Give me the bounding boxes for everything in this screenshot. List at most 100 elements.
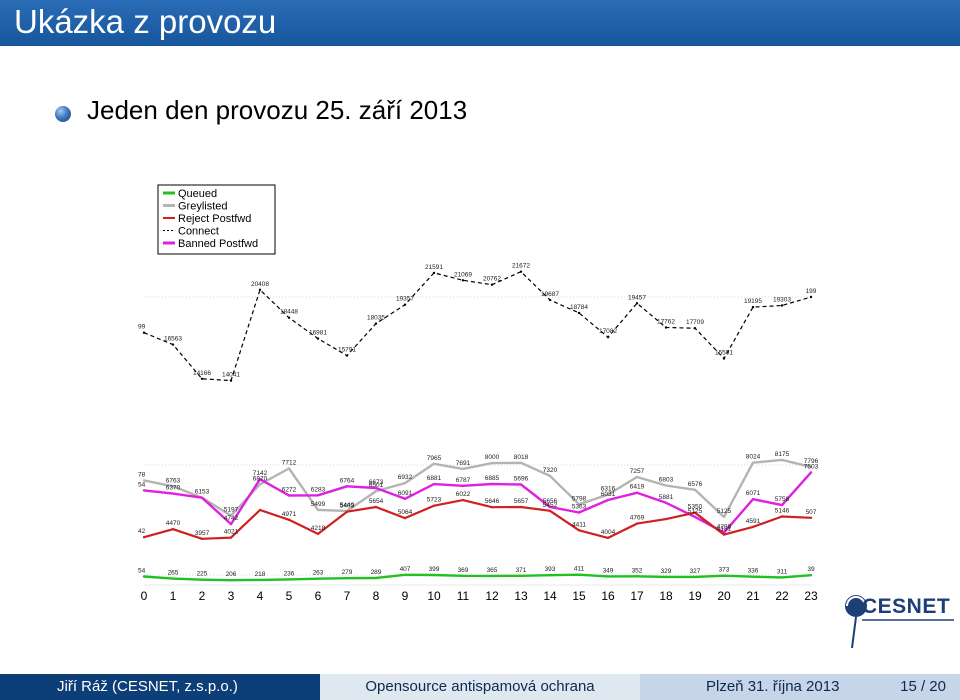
data-label-greylisted: 5798 bbox=[572, 495, 587, 502]
x-tick-label: 19 bbox=[688, 589, 702, 603]
data-point-queued bbox=[780, 576, 784, 579]
data-point-reject-postfwd bbox=[229, 536, 233, 539]
data-label-greylisted: 6803 bbox=[659, 477, 674, 484]
data-label-reject-postfwd: 5654 bbox=[369, 498, 384, 505]
data-label-reject-postfwd: 5723 bbox=[427, 497, 442, 504]
data-label-queued: 393 bbox=[545, 566, 556, 573]
data-point-queued bbox=[519, 574, 523, 577]
data-label-connect: 14041 bbox=[222, 372, 240, 379]
data-point-greylisted bbox=[229, 514, 233, 517]
data-label-greylisted: 7796 bbox=[804, 458, 819, 465]
data-label-reject-postfwd: 4591 bbox=[746, 518, 761, 525]
data-point-banned-postfwd bbox=[287, 494, 291, 497]
data-label-greylisted: 5499 bbox=[311, 501, 326, 508]
data-point-reject-postfwd bbox=[519, 505, 523, 509]
data-point-connect bbox=[751, 305, 755, 309]
footer-author-panel: Jiří Ráž (CESNET, z.s.p.o.) bbox=[0, 674, 320, 700]
data-point-greylisted bbox=[577, 503, 581, 506]
data-label-connect: 21672 bbox=[512, 263, 530, 270]
data-point-banned-postfwd bbox=[374, 486, 378, 490]
data-point-banned-postfwd bbox=[490, 482, 494, 486]
data-point-reject-postfwd bbox=[345, 510, 349, 513]
data-label-banned-postfwd: 7503 bbox=[804, 463, 819, 470]
x-tick-label: 20 bbox=[717, 589, 731, 603]
data-point-reject-postfwd bbox=[142, 536, 146, 539]
legend-label: Connect bbox=[178, 226, 219, 238]
data-point-greylisted bbox=[287, 467, 291, 470]
data-point-reject-postfwd bbox=[606, 536, 610, 540]
data-point-reject-postfwd bbox=[577, 529, 581, 532]
data-label-banned-postfwd: 7142 bbox=[253, 470, 268, 477]
data-label-connect: 17709 bbox=[686, 319, 704, 326]
data-label-banned-postfwd: 6764 bbox=[340, 477, 355, 484]
data-label-greylisted: 7320 bbox=[543, 467, 558, 474]
data-point-connect bbox=[519, 270, 523, 273]
data-point-queued bbox=[635, 575, 639, 578]
data-label-banned-postfwd: 6091 bbox=[398, 490, 413, 497]
data-point-reject-postfwd bbox=[258, 508, 262, 512]
data-point-queued bbox=[316, 577, 320, 580]
data-point-reject-postfwd bbox=[403, 516, 407, 520]
series-line-queued bbox=[143, 573, 812, 582]
data-label-queued: 39 bbox=[807, 566, 815, 573]
data-point-queued bbox=[751, 575, 755, 578]
data-label-reject-postfwd: 4470 bbox=[166, 520, 181, 527]
data-label-queued: 349 bbox=[603, 567, 614, 574]
title-bar: Ukázka z provozu bbox=[0, 0, 960, 46]
legend-label: Reject Postfwd bbox=[178, 213, 251, 225]
data-label-connect: 17762 bbox=[657, 319, 675, 326]
x-tick-label: 15 bbox=[572, 589, 586, 603]
footer-date: Plzeň 31. října 2013 bbox=[706, 678, 840, 695]
data-point-queued bbox=[287, 578, 291, 581]
data-label-greylisted: 6576 bbox=[688, 481, 703, 488]
data-point-connect bbox=[229, 379, 233, 382]
data-label-queued: 411 bbox=[574, 566, 585, 573]
data-label-banned-postfwd: 54 bbox=[138, 481, 146, 488]
cesnet-logo: CESNET bbox=[838, 590, 956, 650]
data-label-banned-postfwd: 5696 bbox=[514, 476, 529, 483]
data-label-queued: 265 bbox=[168, 570, 179, 577]
data-label-greylisted: 8000 bbox=[485, 454, 500, 461]
data-label-connect: 99 bbox=[138, 324, 146, 331]
data-point-reject-postfwd bbox=[809, 516, 813, 519]
data-point-queued bbox=[693, 575, 697, 579]
data-label-queued: 336 bbox=[748, 568, 759, 575]
data-label-reject-postfwd: 42 bbox=[138, 528, 146, 535]
data-label-queued: 399 bbox=[429, 566, 440, 573]
data-label-queued: 373 bbox=[719, 567, 730, 574]
data-point-queued bbox=[171, 577, 175, 580]
slide-title: Ukázka z provozu bbox=[14, 3, 277, 40]
data-label-banned-postfwd: 6885 bbox=[485, 475, 500, 482]
data-label-greylisted: 78 bbox=[138, 471, 146, 478]
data-point-queued bbox=[461, 574, 465, 577]
data-point-banned-postfwd bbox=[809, 471, 813, 474]
data-point-banned-postfwd bbox=[461, 484, 465, 487]
data-point-connect bbox=[171, 343, 175, 346]
data-point-queued bbox=[229, 579, 233, 582]
data-point-greylisted bbox=[635, 475, 639, 479]
x-tick-label: 5 bbox=[286, 589, 293, 603]
data-label-banned-postfwd: 5125 bbox=[688, 508, 703, 515]
data-label-reject-postfwd: 4411 bbox=[572, 521, 586, 528]
data-point-queued bbox=[200, 578, 204, 581]
data-point-reject-postfwd bbox=[548, 509, 552, 512]
x-tick-label: 16 bbox=[601, 589, 615, 603]
data-point-queued bbox=[722, 574, 726, 577]
data-point-reject-postfwd bbox=[316, 532, 320, 536]
data-point-banned-postfwd bbox=[200, 496, 204, 499]
data-point-connect bbox=[606, 336, 610, 339]
data-point-reject-postfwd bbox=[751, 525, 755, 529]
data-label-queued: 279 bbox=[342, 569, 353, 576]
data-point-banned-postfwd bbox=[171, 492, 175, 495]
data-label-queued: 225 bbox=[197, 571, 208, 578]
data-point-queued bbox=[142, 575, 146, 578]
data-point-reject-postfwd bbox=[287, 518, 291, 521]
footer-bar: Jiří Ráž (CESNET, z.s.p.o.) Opensource a… bbox=[0, 674, 960, 700]
data-label-banned-postfwd: 6031 bbox=[601, 491, 616, 498]
data-label-connect: 15591 bbox=[715, 350, 733, 357]
x-tick-label: 0 bbox=[141, 589, 148, 603]
footer-talk-title: Opensource antispamová ochrana bbox=[320, 674, 640, 700]
x-tick-label: 11 bbox=[457, 589, 470, 603]
data-label-banned-postfwd: 5656 bbox=[543, 498, 558, 505]
